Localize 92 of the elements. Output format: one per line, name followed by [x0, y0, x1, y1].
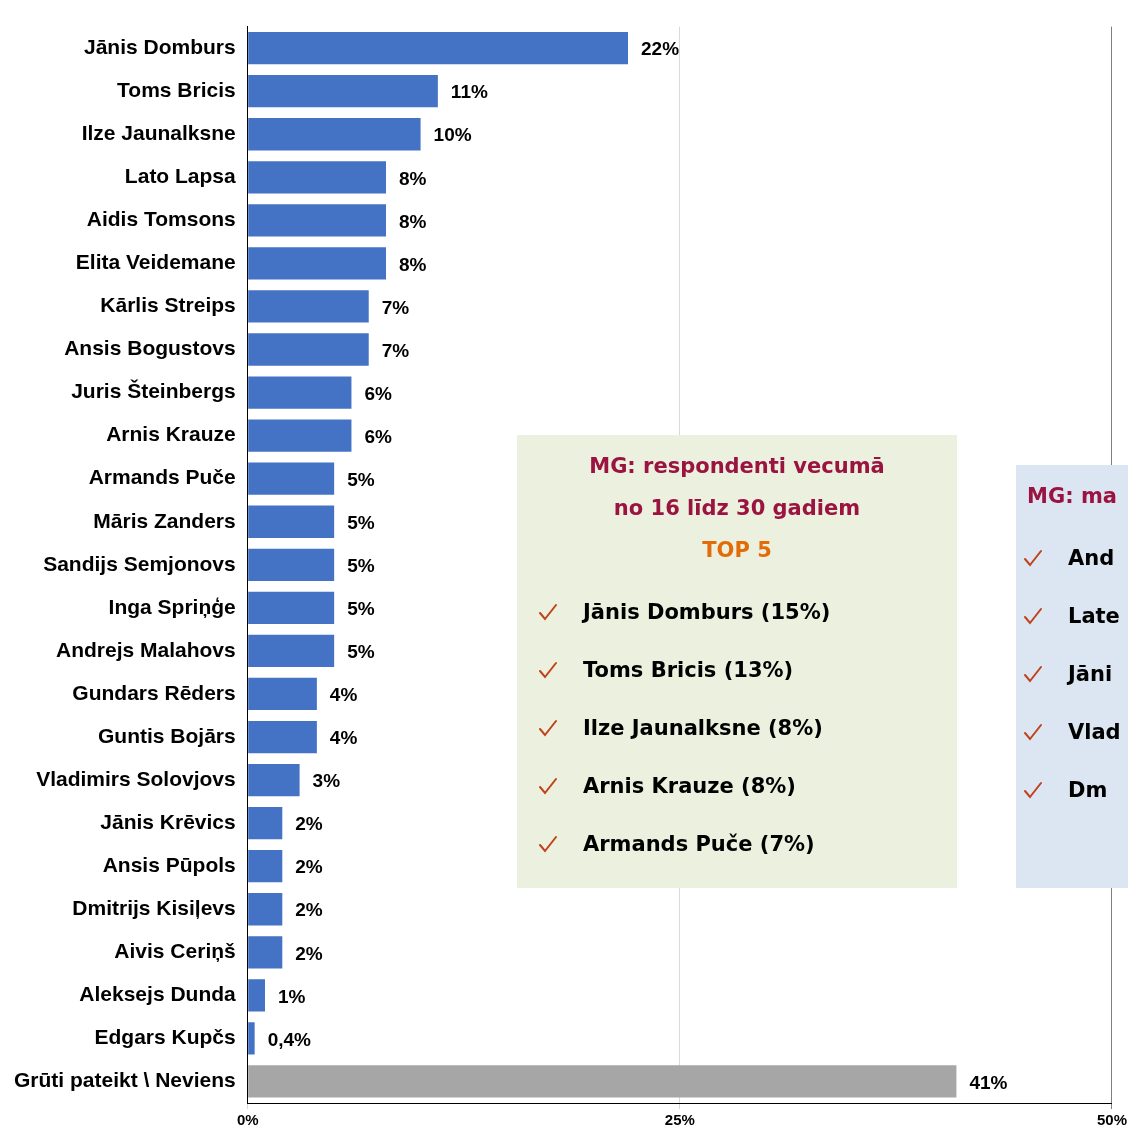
annotation: Armands Puče (7%) [583, 832, 815, 856]
y-tick-label: Lato Lapsa [124, 164, 237, 188]
annotation: Ilze Jaunalksne (8%) [583, 716, 823, 740]
annotation: TOP 5 [701, 537, 773, 564]
data-label: 8% [399, 253, 427, 275]
bar [248, 720, 317, 754]
y-tick-label: Edgars Kupčs [94, 1025, 236, 1049]
bar [248, 462, 335, 495]
annotation: Arnis Krauze (8%) [583, 774, 796, 798]
bar [248, 204, 387, 237]
annotation: Jānis Domburs (15%) [583, 600, 831, 624]
data-label: 0,4% [267, 1028, 312, 1050]
data-label: 10% [433, 124, 472, 146]
data-label: 5% [347, 555, 375, 577]
bar [248, 677, 317, 711]
annotation: Dm [1068, 778, 1108, 802]
data-label: 7% [381, 296, 410, 318]
x-tick-label: 25% [664, 1111, 695, 1129]
bar [248, 247, 387, 280]
y-tick-label: Kārlis Streips [100, 293, 236, 317]
y-tick-label: Dmitrijs Kisiļevs [72, 896, 236, 920]
y-tick-label: Māris Zanders [93, 508, 236, 532]
data-label: 6% [364, 382, 393, 404]
bar [248, 376, 352, 409]
bar [248, 505, 335, 538]
y-tick-label: Inga Spriņģe [108, 594, 236, 618]
bar [248, 979, 266, 1012]
data-label: 5% [347, 468, 375, 490]
data-label: 2% [295, 899, 323, 921]
y-tick-label: Gundars Rēders [72, 680, 236, 704]
bar [248, 118, 421, 151]
data-label: 3% [312, 770, 341, 792]
bar [248, 806, 283, 840]
data-label: 6% [364, 425, 393, 447]
y-tick-label: Arnis Krauze [106, 422, 236, 446]
y-tick-label: Aleksejs Dunda [79, 982, 237, 1006]
y-tick-label: Ansis Pūpols [102, 852, 236, 876]
y-tick-label: Sandijs Semjonovs [43, 551, 236, 575]
bar [248, 936, 283, 969]
data-label: 11% [450, 81, 488, 103]
data-label: 41% [969, 1071, 1008, 1093]
bar [248, 419, 352, 452]
data-label: 2% [295, 942, 323, 964]
y-tick-label: Andrejs Malahovs [56, 637, 236, 661]
x-tick-label: 50% [1096, 1111, 1127, 1129]
data-label: 5% [347, 641, 375, 663]
data-label: 1% [278, 985, 306, 1007]
bar [248, 290, 369, 323]
annotation: no 16 līdz 30 gadiem [612, 495, 862, 522]
data-label: 2% [295, 813, 323, 835]
y-tick-label: Armands Puče [88, 465, 236, 489]
y-tick-label: Aidis Tomsons [86, 207, 236, 231]
data-label: 8% [399, 167, 427, 189]
y-tick-label: Toms Bricis [117, 77, 236, 101]
y-tick-label: Juris Šteinbergs [71, 379, 236, 403]
y-tick-label: Aivis Ceriņš [114, 939, 236, 963]
bar [248, 763, 300, 797]
y-tick-label: Ilze Jaunalksne [81, 121, 236, 145]
data-label: 8% [399, 210, 427, 232]
x-tick-label: 0% [236, 1111, 259, 1129]
bar [248, 591, 335, 624]
bar [248, 893, 283, 926]
bar [248, 850, 283, 883]
bar [248, 1022, 255, 1055]
bar [248, 75, 438, 108]
data-label: 4% [329, 727, 358, 749]
y-tick-label: Vladimirs Solovjovs [36, 766, 236, 790]
data-label: 5% [347, 598, 375, 620]
annotation: MG: ma [1026, 483, 1118, 510]
data-label: 4% [329, 684, 358, 706]
bar [248, 634, 335, 668]
data-label: 22% [641, 38, 680, 60]
bar [248, 548, 335, 581]
bar [248, 161, 387, 194]
annotation: And [1068, 546, 1115, 570]
annotation: Toms Bricis (13%) [583, 658, 794, 682]
data-label: 7% [381, 339, 410, 361]
annotation: MG: respondenti vecumā [588, 453, 886, 480]
annotation: Jāni [1068, 662, 1113, 686]
annotation: Late [1068, 604, 1120, 628]
bar [248, 1065, 957, 1098]
annotation: Vlad [1068, 720, 1121, 744]
y-tick-label: Ansis Bogustovs [64, 336, 236, 360]
data-label: 2% [295, 856, 323, 878]
y-tick-label: Elita Veidemane [75, 250, 236, 274]
y-tick-label: Jānis Krēvics [100, 809, 236, 833]
y-tick-label: Grūti pateikt \ Neviens [14, 1068, 236, 1092]
y-tick-label: Guntis Bojārs [98, 723, 236, 747]
data-label: 5% [347, 511, 375, 533]
bar [248, 31, 628, 65]
y-tick-label: Jānis Domburs [84, 34, 236, 58]
bar [248, 333, 369, 366]
